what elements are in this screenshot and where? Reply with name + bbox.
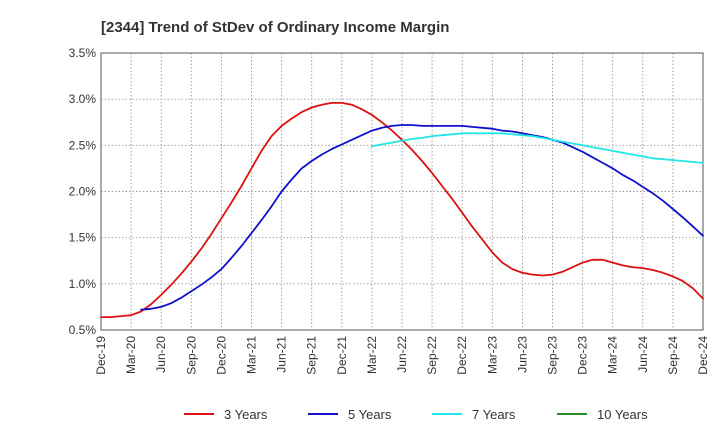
y-tick-label: 1.5% <box>69 231 97 245</box>
series-lines <box>100 102 704 318</box>
x-tick-label: Mar-23 <box>485 336 499 374</box>
y-tick-label: 2.0% <box>69 185 97 199</box>
x-tick-label: Sep-20 <box>184 336 198 375</box>
legend-label: 5 Years <box>348 407 392 422</box>
y-tick-label: 1.0% <box>69 277 97 291</box>
series-line-7-years <box>371 132 704 164</box>
x-tick-label: Dec-19 <box>94 336 108 375</box>
x-tick-label: Sep-24 <box>666 336 680 375</box>
legend-label: 10 Years <box>597 407 648 422</box>
grid <box>101 53 704 330</box>
x-tick-label: Jun-22 <box>395 336 409 373</box>
x-tick-label: Dec-22 <box>455 336 469 375</box>
x-tick-label: Mar-24 <box>606 336 620 374</box>
axes: Dec-19 Mar-20 Jun-20 Sep-20 Dec-20 Mar-21 Jun-… <box>69 46 710 375</box>
legend-label: 7 Years <box>472 407 516 422</box>
x-tick-label: Sep-23 <box>546 336 560 375</box>
x-tick-label: Mar-22 <box>365 336 379 374</box>
y-tick-label: 0.5% <box>69 323 97 337</box>
x-tick-label: Jun-20 <box>154 336 168 373</box>
x-tick-label: Sep-22 <box>425 336 439 375</box>
x-tick-label: Sep-21 <box>305 336 319 375</box>
chart-title: [2344] Trend of StDev of Ordinary Income… <box>101 19 449 36</box>
x-tick-label: Jun-24 <box>636 336 650 373</box>
legend: 3 Years 5 Years 7 Years 10 Years <box>184 407 648 422</box>
x-tick-label: Jun-21 <box>275 336 289 373</box>
legend-label: 3 Years <box>224 407 268 422</box>
x-tick-label: Dec-23 <box>576 336 590 375</box>
x-tick-label: Jun-23 <box>515 336 529 373</box>
plot-frame <box>100 52 704 331</box>
y-tick-label: 2.5% <box>69 138 97 152</box>
y-tick-label: 3.5% <box>69 46 97 60</box>
x-tick-label: Dec-21 <box>335 336 349 375</box>
x-tick-label: Dec-24 <box>696 336 710 375</box>
y-tick-label: 3.0% <box>69 92 97 106</box>
x-tick-label: Dec-20 <box>214 336 228 375</box>
x-tick-label: Mar-20 <box>124 336 138 374</box>
x-tick-label: Mar-21 <box>245 336 259 374</box>
series-line-5-years <box>140 124 704 311</box>
